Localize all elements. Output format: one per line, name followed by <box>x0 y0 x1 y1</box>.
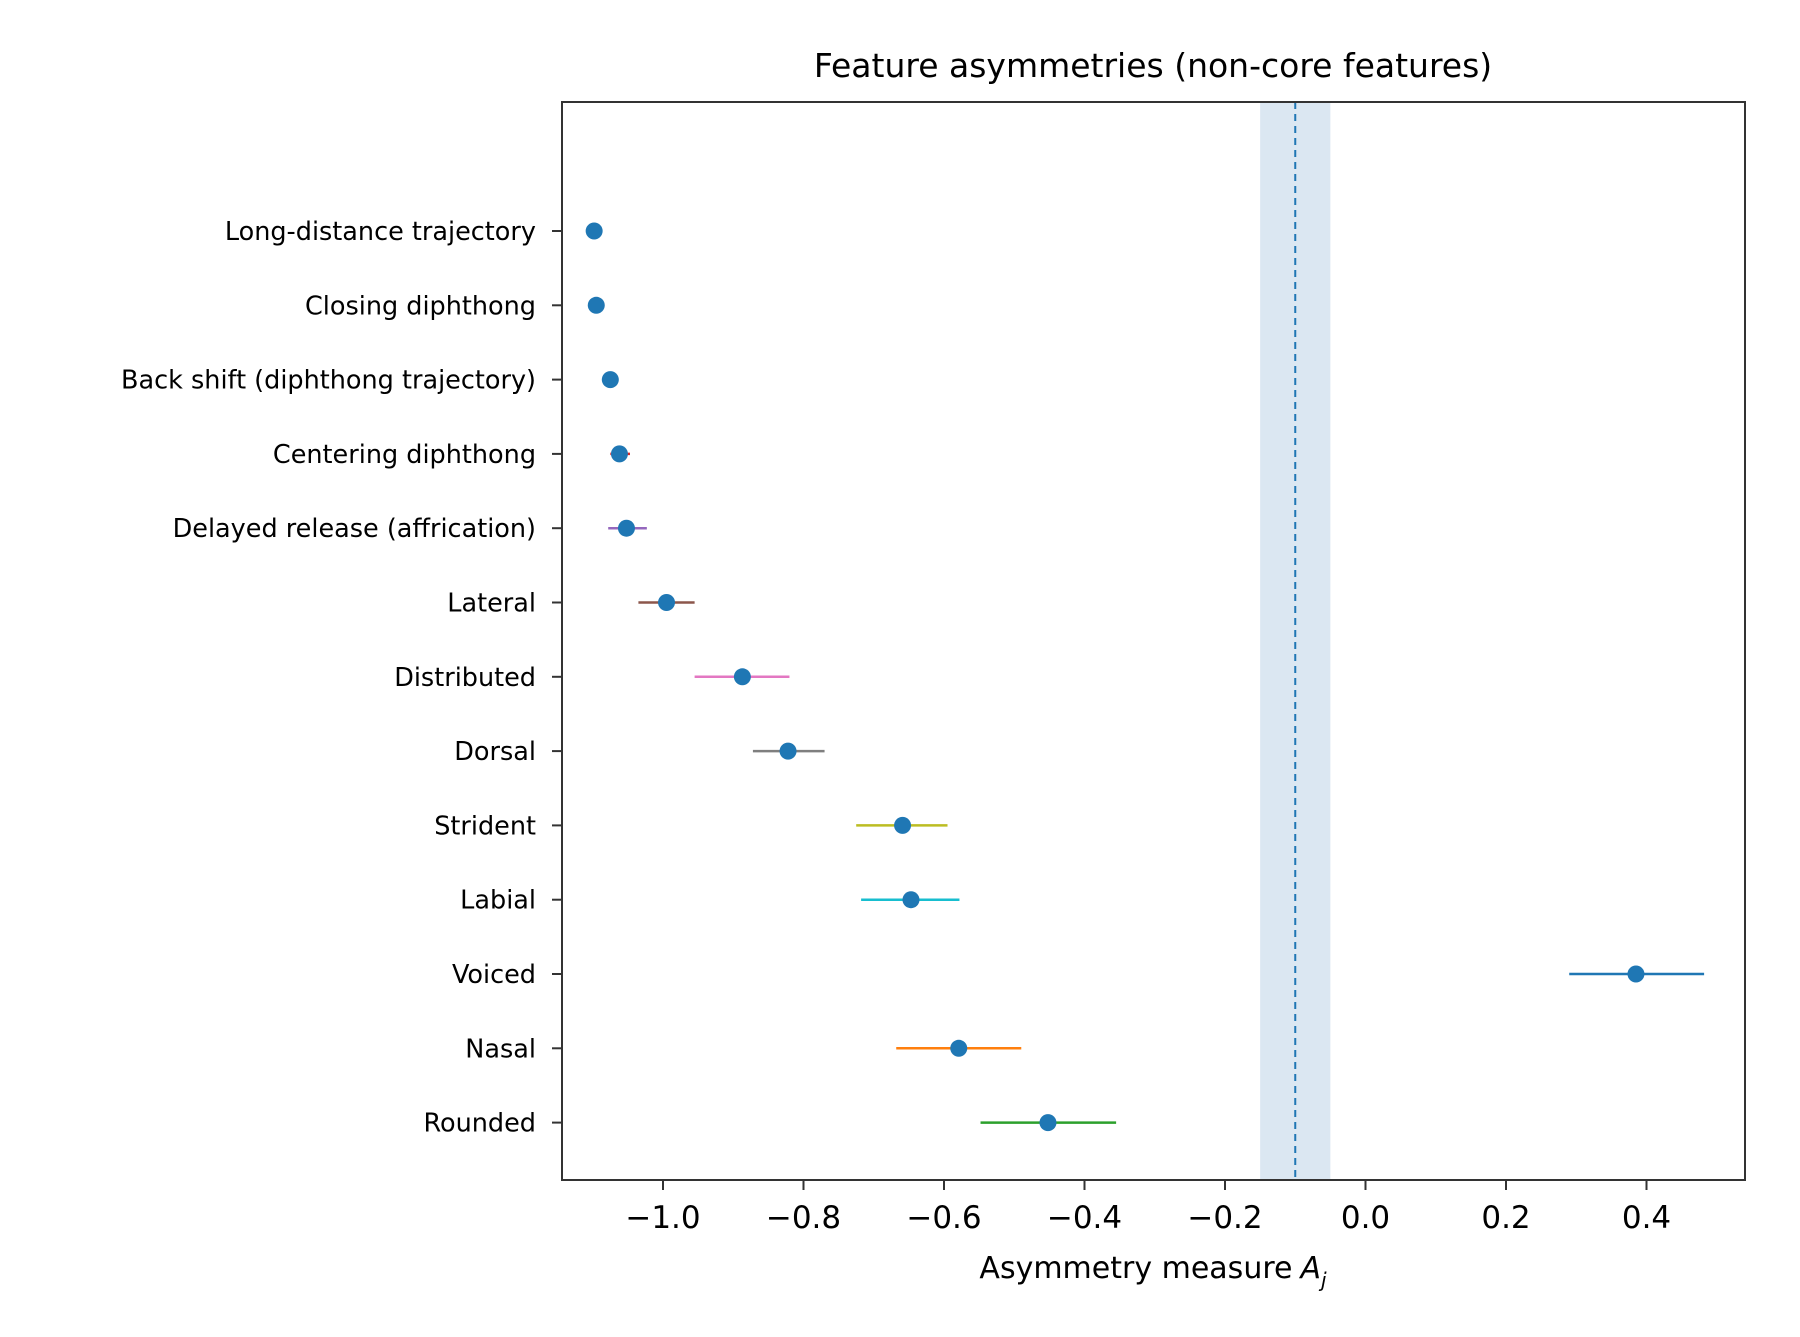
data-point-voiced <box>1627 965 1645 983</box>
x-tick-label: −0.6 <box>906 1200 981 1236</box>
x-tick-label: −0.2 <box>1187 1200 1262 1236</box>
y-tick-label-back-shift-diphthong-trajectory: Back shift (diphthong trajectory) <box>121 366 536 396</box>
x-tick-label: 0.4 <box>1622 1200 1671 1236</box>
x-tick-label: 0.2 <box>1481 1200 1530 1236</box>
x-axis-label-symbol: A <box>1298 1251 1321 1286</box>
plot-frame <box>561 101 1746 1181</box>
chart-title: Feature asymmetries (non-core features) <box>814 46 1492 85</box>
x-axis-label-subscript: j <box>1318 1268 1327 1292</box>
data-point-nasal <box>950 1039 968 1057</box>
y-tick-label-nasal: Nasal <box>465 1034 536 1064</box>
x-tick-label: 0.0 <box>1341 1200 1390 1236</box>
y-tick-label-centering-diphthong: Centering diphthong <box>273 440 536 470</box>
data-point-labial <box>902 891 920 909</box>
data-point-lateral <box>658 594 676 611</box>
y-tick-label-lateral: Lateral <box>447 589 536 619</box>
y-tick-label-strident: Strident <box>434 811 536 841</box>
y-tick-label-rounded: Rounded <box>423 1109 536 1139</box>
y-tick-label-distributed: Distributed <box>394 663 536 693</box>
y-tick-label-dorsal: Dorsal <box>454 737 536 767</box>
data-point-distributed <box>733 668 751 686</box>
x-axis-label: Asymmetry measure Aj <box>979 1251 1327 1292</box>
data-point-strident <box>894 816 912 834</box>
y-tick-label-long-distance-trajectory: Long-distance trajectory <box>225 217 536 247</box>
x-tick-label: −0.8 <box>766 1200 841 1236</box>
x-axis: −1.0 −0.8 −0.6 −0.4 −0.2 0.0 0.2 0.4 <box>625 1180 1671 1236</box>
data-point-back-shift-diphthong-trajectory <box>601 371 619 389</box>
data-point-closing-diphthong <box>587 296 605 314</box>
y-tick-label-delayed-release-affrication: Delayed release (affrication) <box>173 514 536 544</box>
x-axis-label-text: Asymmetry measure <box>979 1251 1292 1286</box>
data-point-centering-diphthong <box>610 445 628 463</box>
data-point-long-distance-trajectory <box>585 222 603 240</box>
data-marks <box>585 222 1705 1132</box>
y-tick-label-voiced: Voiced <box>452 960 536 990</box>
y-tick-label-closing-diphthong: Closing diphthong <box>305 291 536 321</box>
data-point-dorsal <box>779 742 797 760</box>
x-tick-label: −0.4 <box>1047 1200 1122 1236</box>
y-axis: Long-distance trajectory Closing diphthon… <box>121 217 562 1139</box>
reference-band <box>1260 102 1331 1180</box>
data-point-delayed-release-affrication <box>617 519 635 537</box>
data-point-rounded <box>1039 1114 1057 1132</box>
plot-area <box>561 101 1746 1181</box>
y-tick-label-labial: Labial <box>460 886 536 916</box>
x-tick-label: −1.0 <box>625 1200 700 1236</box>
